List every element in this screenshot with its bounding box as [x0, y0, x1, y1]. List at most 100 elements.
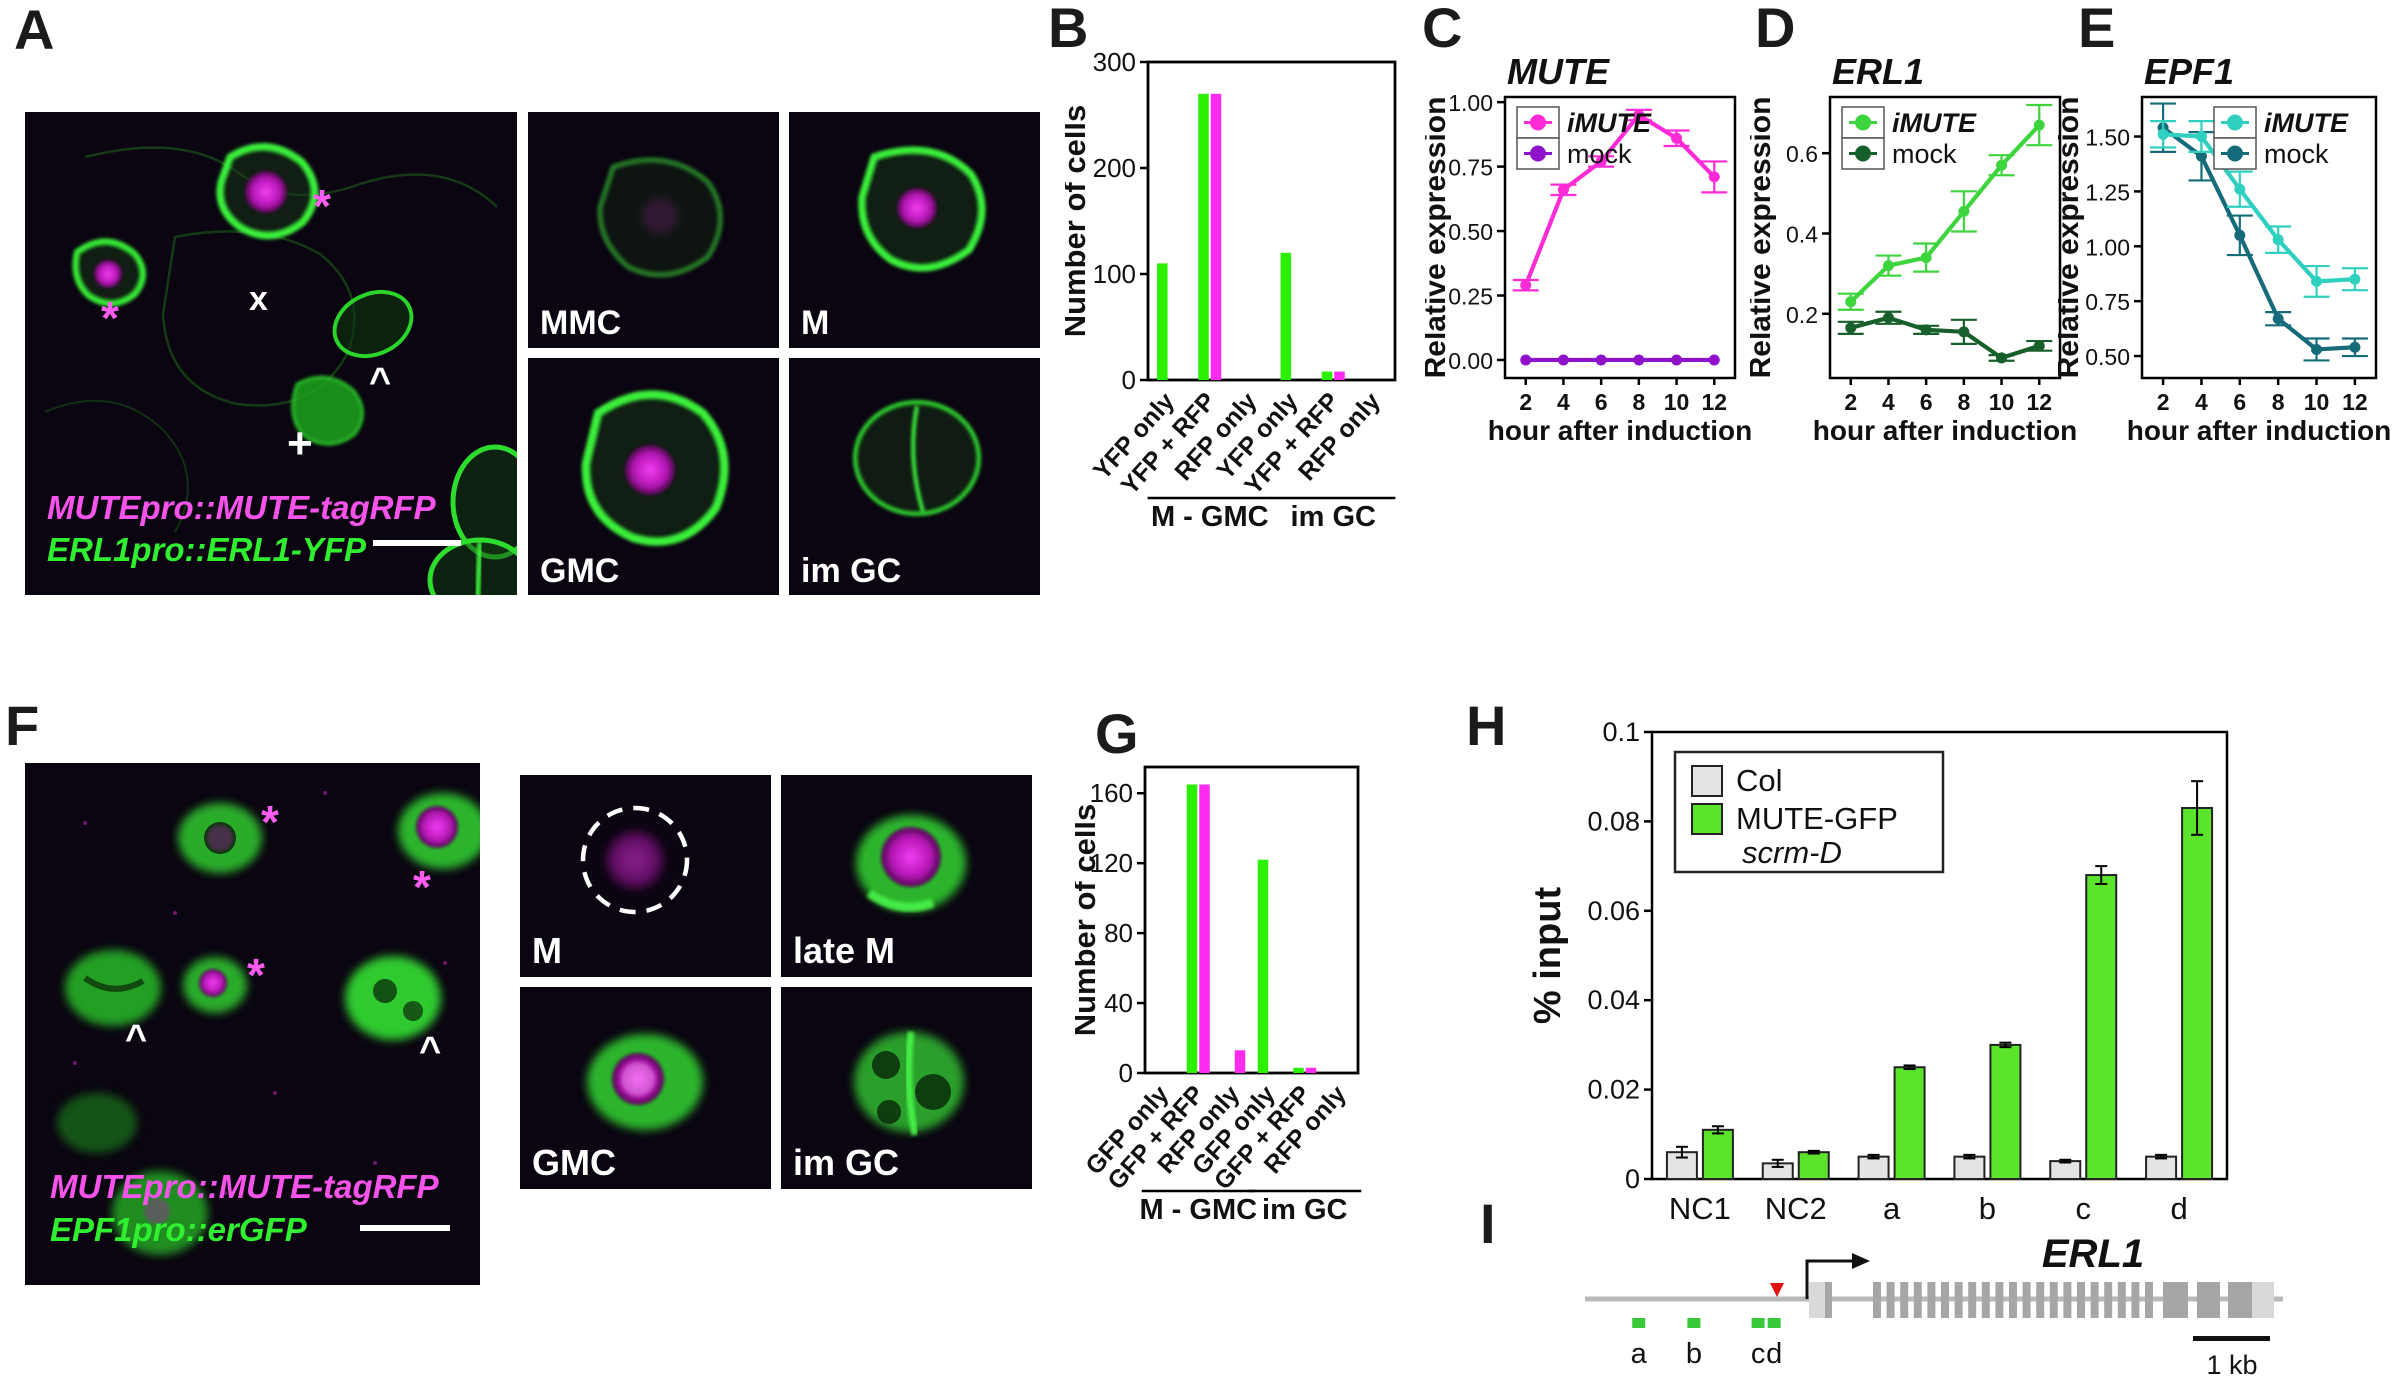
- svg-text:0.06: 0.06: [1587, 896, 1640, 926]
- svg-text:0.75: 0.75: [1448, 155, 1493, 181]
- svg-text:NC2: NC2: [1765, 1191, 1827, 1226]
- tile-label: im GC: [801, 552, 901, 590]
- svg-text:NC1: NC1: [1669, 1191, 1731, 1226]
- svg-text:4: 4: [2195, 389, 2208, 415]
- panel-a-tile-mmc: MMC: [528, 112, 779, 348]
- svg-text:b: b: [1686, 1338, 1702, 1370]
- svg-text:6: 6: [1920, 389, 1933, 415]
- asterisk-symbol: *: [261, 796, 279, 848]
- panel-i-letter: I: [1480, 1192, 1496, 1255]
- svg-text:10: 10: [1664, 389, 1690, 415]
- x-mark-symbol: x: [249, 280, 268, 318]
- svg-text:1.50: 1.50: [2085, 125, 2130, 151]
- tile-label: MMC: [540, 304, 621, 342]
- panel-a-tile-imgc: im GC: [789, 358, 1040, 595]
- svg-text:10: 10: [1989, 389, 2015, 415]
- y-axis-label: % input: [1527, 887, 1569, 1025]
- panel-c-letter: C: [1422, 0, 1463, 59]
- plus-symbol: +: [287, 419, 313, 468]
- mmc-cell-1: [216, 143, 319, 240]
- mmc-cell-2: [72, 238, 146, 307]
- svg-text:0: 0: [1625, 1164, 1640, 1194]
- amplicon-c: [1751, 1318, 1765, 1328]
- panel-a-micrograph: * * x ^ + MUTEpro::MUTE-tagRFP ERL1pro::…: [25, 112, 517, 595]
- panel-h-letter: H: [1466, 694, 1507, 757]
- svg-text:1.00: 1.00: [1448, 90, 1493, 116]
- x-axis-label: hour after induction: [2127, 415, 2391, 440]
- svg-text:80: 80: [1104, 918, 1133, 948]
- panel-c-chart: MUTE 0.00 0.25 0.50 0.75 1.00 Relative express…: [1419, 40, 1765, 446]
- panel-g-letter: G: [1095, 702, 1139, 765]
- amplicon-b: [1687, 1318, 1701, 1328]
- svg-text:mock: mock: [1567, 139, 1632, 169]
- svg-text:0.08: 0.08: [1587, 806, 1640, 836]
- tile-label: GMC: [540, 552, 619, 590]
- y-axis-label: Relative expression: [1750, 97, 1777, 379]
- svg-text:M - GMC: M - GMC: [1151, 501, 1269, 533]
- svg-text:12: 12: [2342, 389, 2368, 415]
- svg-text:0.04: 0.04: [1587, 985, 1640, 1015]
- panel-a-letter: A: [14, 0, 55, 61]
- svg-text:c: c: [2076, 1191, 2092, 1226]
- svg-text:0.25: 0.25: [1448, 284, 1493, 310]
- svg-text:Col: Col: [1736, 763, 1783, 798]
- svg-text:10: 10: [2304, 389, 2330, 415]
- scale-bar: [360, 1225, 450, 1231]
- svg-text:0.50: 0.50: [1448, 219, 1493, 245]
- svg-text:iMUTE: iMUTE: [1892, 108, 1977, 138]
- panel-f-tile-gmc: GMC: [520, 987, 771, 1189]
- meristemoid-1: [178, 803, 262, 873]
- caret-symbol: ^: [419, 1030, 441, 1072]
- reporter-label-rfp: MUTEpro::MUTE-tagRFP: [47, 489, 437, 526]
- svg-text:1.25: 1.25: [2085, 179, 2130, 205]
- magenta-speckle: [73, 791, 447, 1195]
- svg-text:0.4: 0.4: [1786, 221, 1818, 247]
- panel-i-gene-diagram: ERL1 a b c d 1 kb: [1540, 1228, 2400, 1382]
- gmc-left: [65, 950, 161, 1026]
- panel-f-letter: F: [5, 694, 40, 757]
- svg-text:mock: mock: [2264, 139, 2329, 169]
- tile-label: late M: [793, 930, 895, 971]
- y-axis-label: Relative expression: [1425, 97, 1452, 379]
- svg-text:6: 6: [1595, 389, 1608, 415]
- svg-text:0.02: 0.02: [1587, 1075, 1640, 1105]
- svg-text:a: a: [1631, 1338, 1648, 1370]
- scale-bar: [373, 540, 461, 546]
- svg-text:4: 4: [1557, 389, 1570, 415]
- panel-e-letter: E: [2078, 0, 2116, 59]
- tile-label: M: [532, 930, 562, 971]
- svg-text:8: 8: [1632, 389, 1645, 415]
- gene-title: ERL1: [2042, 1232, 2144, 1276]
- svg-text:0.50: 0.50: [2085, 344, 2130, 370]
- tss-arrow: [1805, 1259, 1854, 1299]
- asterisk-symbol: *: [101, 292, 119, 344]
- chart-title: ERL1: [1832, 51, 1924, 92]
- svg-text:b: b: [1979, 1191, 1996, 1226]
- svg-text:2: 2: [1844, 389, 1857, 415]
- y-axis-label: Relative expression: [2058, 97, 2085, 379]
- reporter-label-yfp: ERL1pro::ERL1-YFP: [47, 531, 367, 568]
- svg-text:M - GMC: M - GMC: [1139, 1194, 1257, 1226]
- svg-text:2: 2: [2157, 389, 2170, 415]
- panel-f-tile-m: M: [520, 775, 771, 977]
- tile-label: M: [801, 304, 829, 342]
- line-chart-D: ERL1 0.2 0.4 0.6 Relative expression 2 4 6 8 10 12…: [1744, 51, 2077, 446]
- chart-title: EPF1: [2144, 51, 2234, 92]
- svg-text:1.00: 1.00: [2085, 234, 2130, 260]
- svg-text:d: d: [2170, 1191, 2187, 1226]
- svg-text:100: 100: [1093, 259, 1136, 289]
- svg-text:im GC: im GC: [1262, 1194, 1347, 1226]
- svg-text:d: d: [1766, 1338, 1782, 1370]
- asterisk-symbol: *: [247, 949, 265, 1001]
- amplicon-d: [1767, 1318, 1781, 1328]
- amplicon-a: [1632, 1318, 1646, 1328]
- svg-text:2: 2: [1519, 389, 1532, 415]
- svg-text:40: 40: [1104, 988, 1133, 1018]
- panel-b-chart: 0 100 200 300 Number of cells YFP only YFP + R…: [1057, 30, 1410, 550]
- svg-text:120: 120: [1090, 848, 1133, 878]
- panel-a-tile-m: M: [789, 112, 1040, 348]
- panel-f-micrograph: * * ^ * ^ MUTEpro::MUTE-tagRFP EPF1pro::…: [25, 763, 480, 1285]
- dashed-circle: [580, 805, 690, 915]
